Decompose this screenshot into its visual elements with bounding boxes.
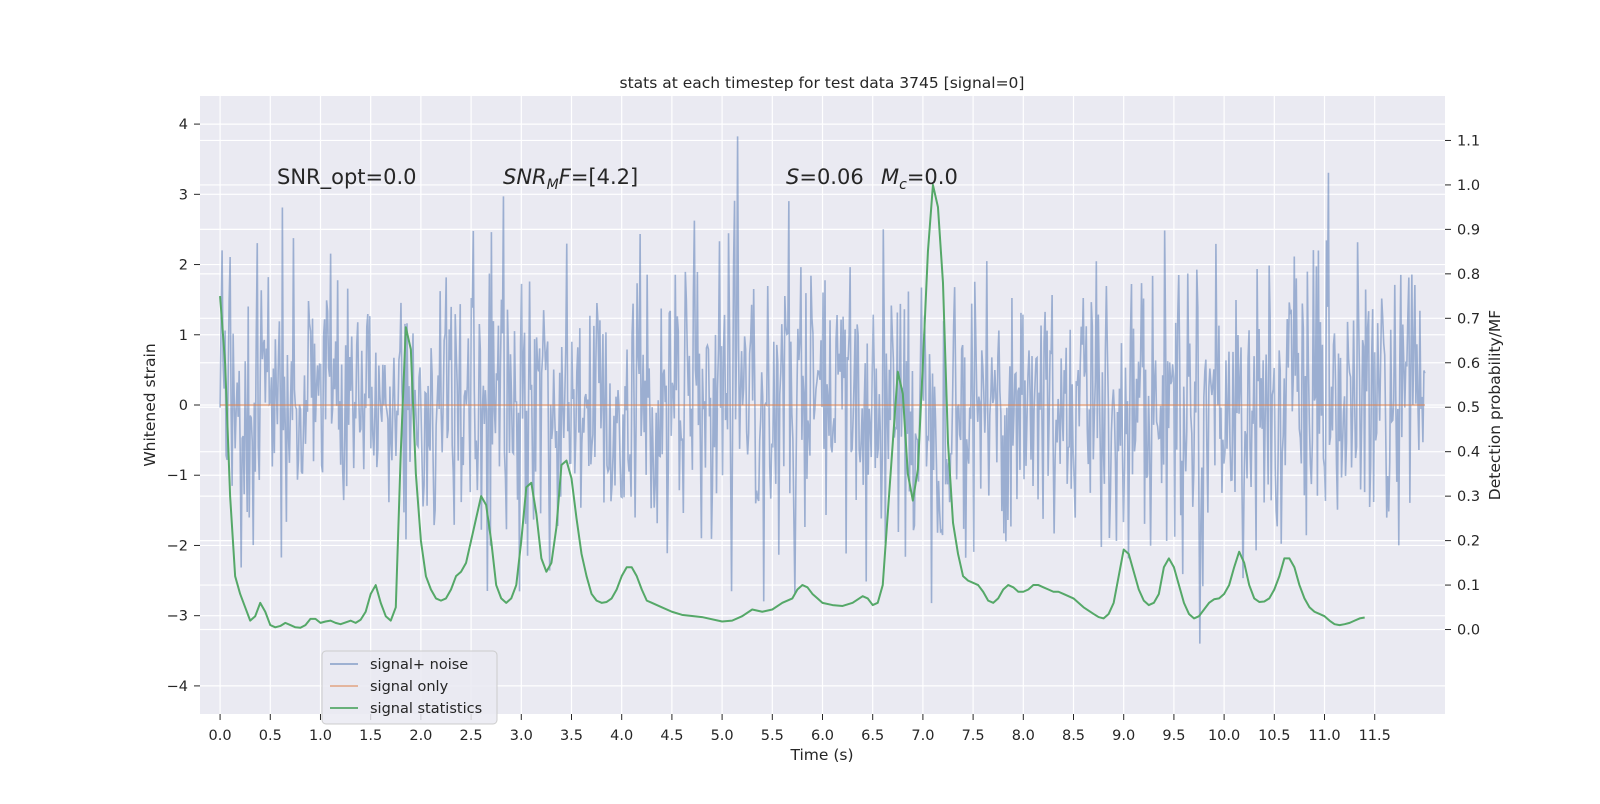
right-y-tick-label: 0.8	[1457, 267, 1480, 283]
s-annotation: S=0.06	[786, 165, 864, 189]
x-tick-label: 9.5	[1162, 728, 1185, 744]
x-tick-labels: 0.0 0.5 1.0 1.5 2.0 2.5 3.0 3.5 4.0 4.5 5.0 5.5 6.0 6…	[209, 714, 1391, 744]
right-y-tick-label: 1.1	[1457, 133, 1480, 149]
left-y-tick-labels: −4 −3 −2 −1 0 1 2 3 4	[167, 117, 200, 695]
x-tick-label: 0.0	[209, 728, 232, 744]
right-y-tick-label: 0.4	[1457, 445, 1480, 461]
mc-subscript: c	[899, 177, 907, 193]
right-y-axis-label: Detection probability/MF	[1486, 310, 1504, 501]
x-tick-label: 10.5	[1258, 728, 1290, 744]
s-value: =0.06	[799, 165, 863, 189]
x-tick-label: 6.5	[861, 728, 884, 744]
legend: signal+ noise signal only signal statist…	[321, 650, 498, 725]
x-tick-label: 1.0	[309, 728, 332, 744]
x-tick-label: 2.0	[409, 728, 432, 744]
x-tick-label: 5.5	[761, 728, 784, 744]
x-tick-label: 3.0	[510, 728, 533, 744]
snr-mf-subscript: M	[547, 177, 559, 193]
right-y-tick-labels: 0.0 0.1 0.2 0.3 0.4 0.5 0.6 0.7 0.8 0.9 1.0 1.1	[1445, 133, 1480, 639]
x-tick-label: 7.5	[962, 728, 985, 744]
x-tick-label: 2.5	[460, 728, 483, 744]
left-y-tick-label: 0	[179, 398, 188, 414]
x-tick-label: 3.5	[560, 728, 583, 744]
left-y-tick-label: 2	[179, 258, 188, 274]
mc-value: =0.0	[907, 165, 958, 189]
left-y-tick-label: 3	[179, 187, 188, 203]
x-tick-label: 11.5	[1359, 728, 1391, 744]
right-y-tick-label: 0.1	[1457, 578, 1480, 594]
x-tick-label: 7.0	[911, 728, 934, 744]
right-y-tick-label: 0.3	[1457, 489, 1480, 505]
x-tick-label: 4.0	[610, 728, 633, 744]
left-y-tick-label: −4	[167, 679, 188, 695]
snr-mf-value: =[4.2]	[571, 165, 638, 189]
legend-label-statistics: signal statistics	[370, 701, 482, 717]
x-tick-label: 6.0	[811, 728, 834, 744]
x-tick-label: 1.5	[359, 728, 382, 744]
series-line-signal-statistics	[219, 183, 1365, 629]
right-y-tick-label: 0.9	[1457, 222, 1480, 238]
left-y-tick-label: 4	[179, 117, 188, 133]
x-tick-label: 5.0	[711, 728, 734, 744]
right-y-tick-label: 0.6	[1457, 356, 1480, 372]
x-tick-label: 9.0	[1112, 728, 1135, 744]
left-y-tick-label: 1	[179, 328, 188, 344]
right-y-tick-label: 1.0	[1457, 178, 1480, 194]
left-y-tick-label: −1	[167, 468, 188, 484]
snr-mf-label: SNR	[503, 165, 547, 189]
mc-label: M	[881, 165, 899, 189]
legend-label-signal: signal only	[370, 679, 449, 695]
s-label: S	[786, 165, 799, 189]
x-tick-label: 8.5	[1062, 728, 1085, 744]
series-layer	[219, 136, 1426, 644]
x-tick-label: 11.0	[1308, 728, 1340, 744]
snr-mf-annotation: SNRMF=[4.2]	[503, 165, 638, 193]
right-y-tick-label: 0.7	[1457, 311, 1480, 327]
right-y-tick-label: 0.5	[1457, 400, 1480, 416]
x-axis-label: Time (s)	[789, 746, 853, 764]
snr-mf-f: F	[559, 165, 572, 189]
right-y-tick-label: 0.2	[1457, 534, 1480, 550]
x-tick-label: 0.5	[259, 728, 282, 744]
chart-title: stats at each timestep for test data 374…	[620, 74, 1025, 92]
legend-frame	[321, 650, 498, 725]
mc-annotation: Mc=0.0	[881, 165, 958, 193]
x-tick-label: 10.0	[1208, 728, 1240, 744]
left-y-tick-label: −3	[167, 609, 188, 625]
snr-opt-annotation: SNR_opt=0.0	[277, 165, 417, 190]
legend-label-noise: signal+ noise	[370, 657, 468, 673]
left-y-tick-label: −2	[167, 538, 188, 554]
left-y-axis-label: Whitened strain	[141, 343, 159, 466]
x-tick-label: 4.5	[660, 728, 683, 744]
x-tick-label: 8.0	[1012, 728, 1035, 744]
right-y-tick-label: 0.0	[1457, 623, 1480, 639]
